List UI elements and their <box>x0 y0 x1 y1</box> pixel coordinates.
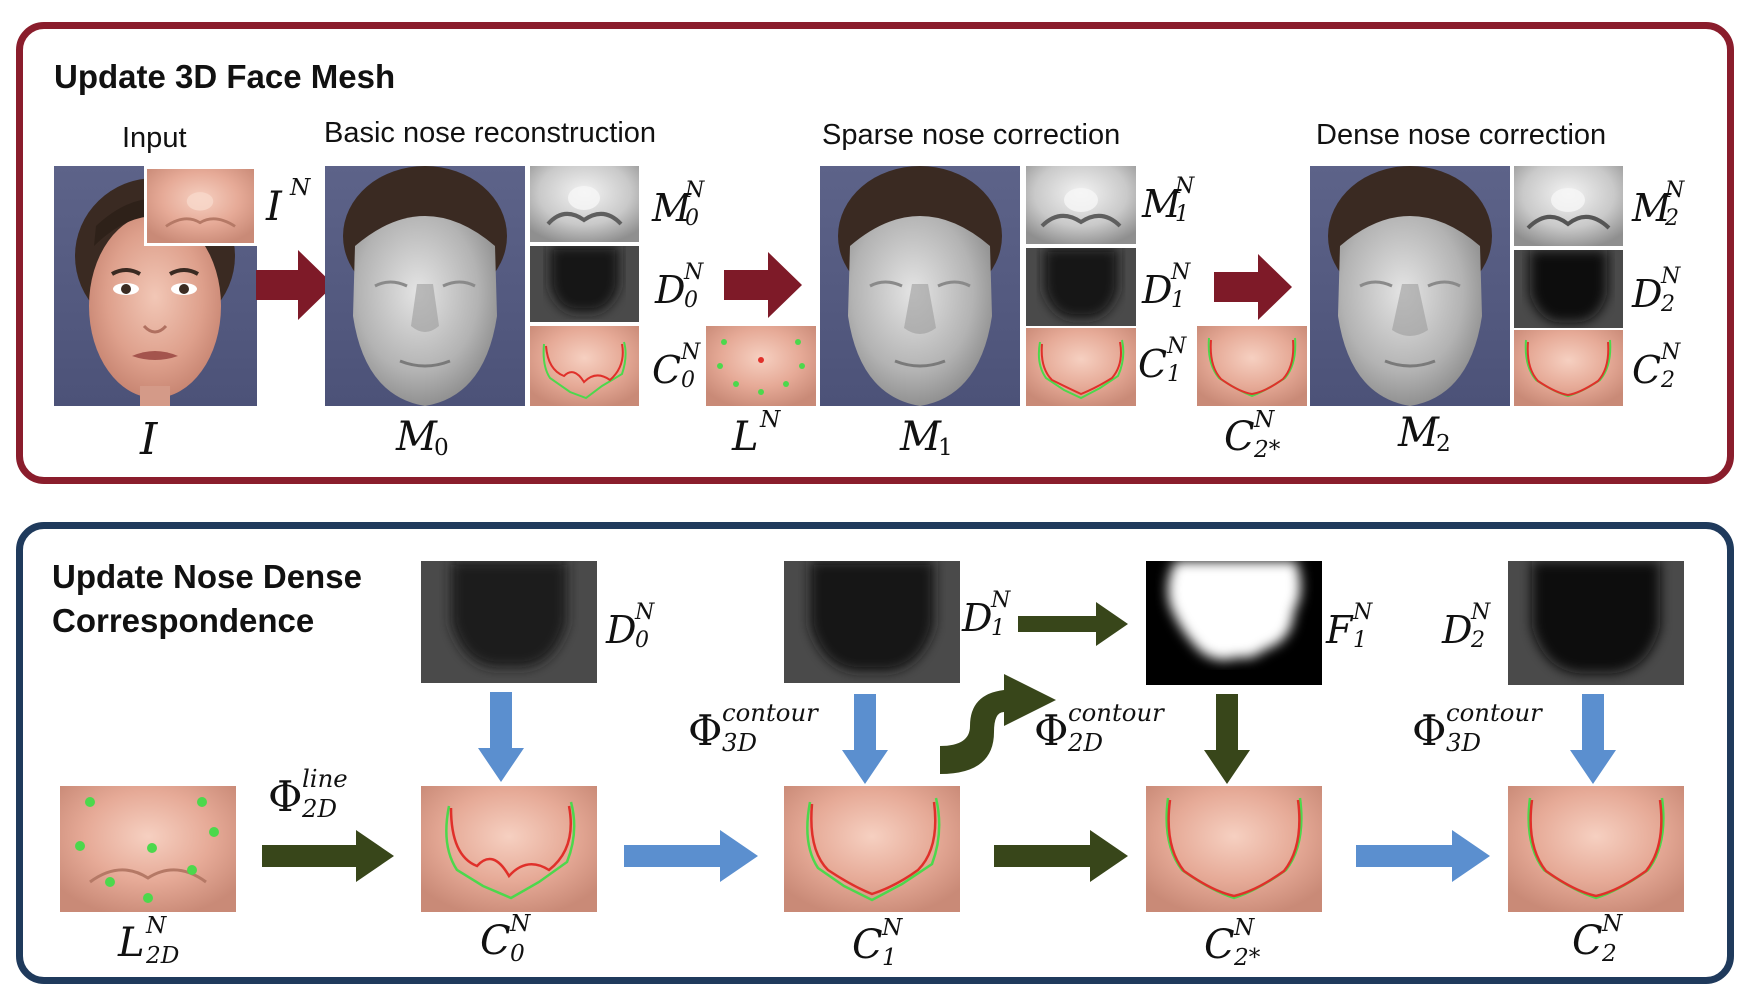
caption-input: Input <box>122 122 187 154</box>
red-arrow-3 <box>1214 254 1292 320</box>
nose-mesh-M2N <box>1514 166 1623 246</box>
depth-D1N <box>1026 248 1136 326</box>
landmarks-LN <box>706 326 816 406</box>
bottom-depth-D1N <box>784 561 960 683</box>
bottom-symbol-C2sN: C N 2* <box>1204 914 1261 971</box>
bottom-panel-title-line2: Correspondence <box>52 602 315 639</box>
nose-mesh-M1N <box>1026 166 1136 244</box>
bottom-contour-C1N <box>784 786 960 912</box>
bottom-flow-F1N <box>1146 561 1322 685</box>
contour-C2sN <box>1197 326 1307 406</box>
mesh-M1 <box>820 166 1020 406</box>
top-panel-title: Update 3D Face Mesh <box>54 58 396 95</box>
contour-C1N <box>1026 328 1136 406</box>
blue-arrow-right-2 <box>1356 830 1490 882</box>
top-symbol-C2sN: C N 2* <box>1224 406 1281 463</box>
bottom-landmarks-L2DN <box>60 786 236 912</box>
input-nose-inset <box>144 166 257 246</box>
red-arrow-1 <box>256 250 334 320</box>
bottom-contour-C2sN <box>1146 786 1322 912</box>
red-arrow-2 <box>724 252 802 318</box>
caption-sparse-nose: Sparse nose correction <box>822 119 1121 151</box>
mesh-M0 <box>325 166 525 406</box>
contour-C0N <box>530 326 639 406</box>
mesh-M2 <box>1310 166 1510 406</box>
contour-C2N <box>1514 330 1623 406</box>
symbol-I: I <box>140 414 158 465</box>
bottom-contour-C2N <box>1508 786 1684 912</box>
bottom-contour-C0N <box>421 786 597 912</box>
nose-mesh-M0N <box>530 166 639 242</box>
bottom-depth-D2N <box>1508 561 1684 685</box>
caption-dense-nose: Dense nose correction <box>1316 119 1607 151</box>
blue-arrow-down-2 <box>842 694 888 784</box>
green-arrow-down <box>1204 694 1250 784</box>
blue-arrow-down-1 <box>478 692 524 782</box>
bottom-symbol-L2DN: L N 2D <box>118 912 180 969</box>
depth-D2N <box>1514 250 1623 328</box>
bottom-panel-title-line1: Update Nose Dense <box>52 558 362 595</box>
green-arrow-right-2 <box>994 830 1128 882</box>
blue-arrow-down-3 <box>1570 694 1616 784</box>
green-arrow-right-1 <box>262 830 394 882</box>
bottom-depth-D0N <box>421 561 597 683</box>
blue-arrow-right-1 <box>624 830 758 882</box>
depth-D0N <box>530 246 639 322</box>
green-curved-arrow <box>940 674 1056 774</box>
caption-basic-nose: Basic nose reconstruction <box>324 117 657 149</box>
green-arrow-d1-to-f1 <box>1018 602 1128 646</box>
